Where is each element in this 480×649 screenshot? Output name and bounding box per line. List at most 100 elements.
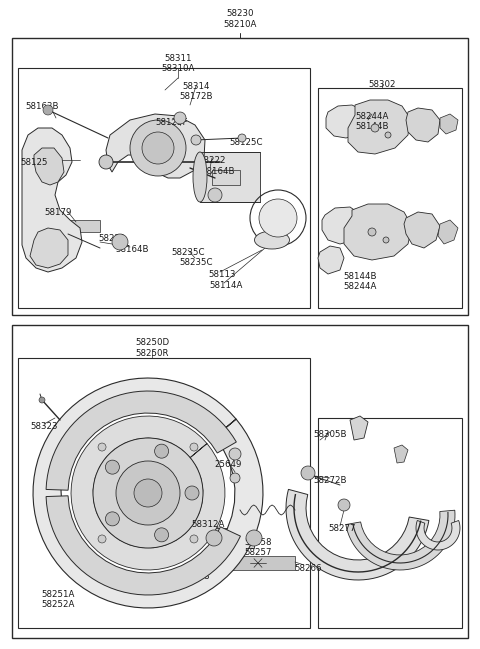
Polygon shape <box>416 520 460 550</box>
Polygon shape <box>33 378 263 608</box>
Polygon shape <box>22 128 82 272</box>
Bar <box>18 68 310 308</box>
Polygon shape <box>106 114 205 178</box>
Text: 58221: 58221 <box>98 234 126 243</box>
Polygon shape <box>30 228 68 268</box>
Bar <box>12 325 468 638</box>
Polygon shape <box>344 204 412 260</box>
Circle shape <box>106 512 120 526</box>
Text: 58113: 58113 <box>208 270 236 279</box>
Text: 58323: 58323 <box>30 422 58 431</box>
Circle shape <box>371 124 379 132</box>
Polygon shape <box>71 416 225 570</box>
Polygon shape <box>348 100 410 154</box>
Text: 58302: 58302 <box>368 80 396 89</box>
Polygon shape <box>350 416 368 440</box>
Circle shape <box>190 535 198 543</box>
Bar <box>200 152 260 202</box>
Text: 58114A: 58114A <box>209 281 243 290</box>
Text: 58230: 58230 <box>226 9 254 18</box>
Polygon shape <box>438 220 458 244</box>
Text: 58268: 58268 <box>182 572 210 581</box>
Text: 58257: 58257 <box>244 548 272 557</box>
Polygon shape <box>286 489 429 580</box>
Text: 58125: 58125 <box>20 158 48 167</box>
Text: 58222: 58222 <box>198 156 226 165</box>
Text: 58312A: 58312A <box>192 520 225 529</box>
Text: 58235C: 58235C <box>171 248 205 257</box>
Polygon shape <box>346 510 455 570</box>
Text: 58266: 58266 <box>294 564 322 573</box>
Circle shape <box>301 466 315 480</box>
Text: 58311: 58311 <box>164 54 192 63</box>
Text: 58179: 58179 <box>44 208 72 217</box>
Circle shape <box>142 132 174 164</box>
Polygon shape <box>394 445 408 463</box>
Polygon shape <box>34 148 64 185</box>
Bar <box>212 170 240 185</box>
Polygon shape <box>46 496 240 595</box>
Circle shape <box>385 132 391 138</box>
Text: 58251A: 58251A <box>41 590 75 599</box>
Circle shape <box>43 105 53 115</box>
Bar <box>18 358 310 628</box>
Text: 58305B: 58305B <box>313 430 347 439</box>
Text: 58314: 58314 <box>182 82 210 91</box>
Circle shape <box>238 134 246 142</box>
Circle shape <box>112 234 128 250</box>
Circle shape <box>259 199 297 237</box>
Text: 58310A: 58310A <box>161 64 195 73</box>
Text: 58144B: 58144B <box>355 122 389 131</box>
Circle shape <box>383 237 389 243</box>
Text: 58252A: 58252A <box>41 600 75 609</box>
Circle shape <box>98 443 106 451</box>
Text: 58163B: 58163B <box>25 102 59 111</box>
Polygon shape <box>318 246 344 274</box>
Text: 58250D: 58250D <box>135 338 169 347</box>
Bar <box>214 528 254 548</box>
Circle shape <box>208 188 222 202</box>
Circle shape <box>155 528 168 542</box>
Circle shape <box>230 473 240 483</box>
Text: 58164B: 58164B <box>115 245 149 254</box>
Circle shape <box>93 438 203 548</box>
Circle shape <box>229 448 241 460</box>
Text: 58258: 58258 <box>244 538 272 547</box>
Circle shape <box>99 155 113 169</box>
Polygon shape <box>322 207 362 244</box>
Text: 58250R: 58250R <box>135 349 169 358</box>
Bar <box>12 38 468 315</box>
Text: 58125F: 58125F <box>156 118 188 127</box>
Text: 58164B: 58164B <box>201 167 235 176</box>
Circle shape <box>106 460 120 474</box>
Polygon shape <box>326 105 366 138</box>
Circle shape <box>338 499 350 511</box>
Text: 58172B: 58172B <box>179 92 213 101</box>
Circle shape <box>368 228 376 236</box>
Bar <box>70 220 100 232</box>
Polygon shape <box>404 212 440 248</box>
Ellipse shape <box>254 231 289 249</box>
Circle shape <box>155 444 168 458</box>
Text: 58125C: 58125C <box>229 138 263 147</box>
Bar <box>318 88 462 308</box>
Ellipse shape <box>193 152 207 202</box>
Text: 25649: 25649 <box>214 460 242 469</box>
Circle shape <box>206 530 222 546</box>
Circle shape <box>98 535 106 543</box>
Text: 58272B: 58272B <box>313 476 347 485</box>
Text: 58244A: 58244A <box>355 112 389 121</box>
Text: 58244A: 58244A <box>343 282 377 291</box>
Circle shape <box>246 530 262 546</box>
Circle shape <box>185 486 199 500</box>
Polygon shape <box>440 114 458 134</box>
Bar <box>318 418 462 628</box>
Circle shape <box>191 135 201 145</box>
Text: 58277: 58277 <box>328 524 356 533</box>
Text: 58235C: 58235C <box>179 258 213 267</box>
Text: 58144B: 58144B <box>343 272 377 281</box>
Circle shape <box>39 397 45 403</box>
Bar <box>222 556 295 570</box>
Polygon shape <box>46 391 236 490</box>
Circle shape <box>134 479 162 507</box>
